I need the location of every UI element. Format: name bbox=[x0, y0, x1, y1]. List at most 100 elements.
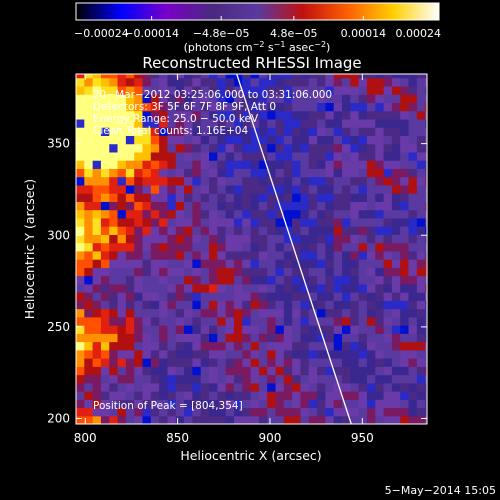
heatmap-cell bbox=[292, 308, 302, 318]
peak-position-label: Position of Peak = [804,354] bbox=[93, 400, 243, 412]
heatmap-cell bbox=[275, 341, 285, 351]
heatmap-cell bbox=[416, 374, 426, 384]
heatmap-cell bbox=[76, 374, 85, 384]
heatmap-cell bbox=[292, 193, 302, 202]
heatmap-cell bbox=[142, 193, 152, 202]
heatmap-cell bbox=[325, 135, 335, 145]
heatmap-cell bbox=[292, 135, 302, 145]
heatmap-cell bbox=[400, 127, 410, 136]
heatmap-cell bbox=[200, 308, 210, 318]
heatmap-cell bbox=[192, 193, 202, 202]
heatmap-cell bbox=[333, 242, 343, 252]
heatmap-cell bbox=[325, 316, 335, 326]
heatmap-cell bbox=[408, 415, 418, 424]
heatmap-cell bbox=[167, 201, 177, 211]
heatmap-cell bbox=[391, 374, 401, 384]
heatmap-cell bbox=[117, 325, 127, 334]
heatmap-cell bbox=[150, 127, 160, 136]
heatmap-cell bbox=[275, 184, 285, 194]
heatmap-cell bbox=[383, 118, 393, 128]
heatmap-cell bbox=[400, 160, 410, 169]
heatmap-cell bbox=[350, 143, 360, 153]
heatmap-cell bbox=[167, 349, 177, 359]
heatmap-cell bbox=[142, 176, 152, 186]
heatmap-cell bbox=[358, 176, 368, 186]
x-tick-label: 800 bbox=[74, 431, 97, 445]
heatmap-cell bbox=[391, 275, 401, 285]
heatmap-cell bbox=[76, 333, 85, 343]
heatmap-cell bbox=[192, 341, 202, 351]
heatmap-cell bbox=[358, 242, 368, 252]
heatmap-cell bbox=[292, 325, 302, 334]
heatmap-cell bbox=[242, 333, 252, 343]
heatmap-cell bbox=[333, 217, 343, 227]
heatmap-cell bbox=[283, 209, 293, 219]
heatmap-cell bbox=[117, 366, 127, 376]
heatmap-cell bbox=[416, 217, 426, 227]
heatmap-cell bbox=[383, 143, 393, 153]
annotation-time: 20−Mar−2012 03:25:06.000 to 03:31:06.000 bbox=[93, 89, 332, 101]
heatmap-cell bbox=[425, 74, 427, 79]
heatmap-cell bbox=[142, 110, 152, 120]
heatmap-cell bbox=[117, 160, 127, 169]
heatmap-cell bbox=[317, 226, 326, 235]
heatmap-cell bbox=[125, 217, 135, 227]
heatmap-cell bbox=[308, 358, 318, 367]
heatmap-cell bbox=[416, 77, 426, 87]
heatmap-cell bbox=[275, 391, 285, 400]
y-tick-label: 200 bbox=[47, 412, 70, 426]
heatmap-cell bbox=[400, 341, 410, 351]
heatmap-cell bbox=[92, 259, 102, 268]
heatmap-cell bbox=[267, 94, 277, 104]
heatmap-cell bbox=[283, 242, 293, 252]
heatmap-cell bbox=[92, 325, 102, 334]
heatmap-cell bbox=[225, 94, 235, 104]
heatmap-cell bbox=[84, 135, 94, 145]
heatmap-cell bbox=[200, 259, 210, 268]
x-axis-ticks: 800 850 900 950 bbox=[74, 74, 374, 445]
heatmap-cell bbox=[275, 217, 285, 227]
heatmap-cell bbox=[100, 242, 110, 252]
heatmap-cell bbox=[375, 110, 385, 120]
heatmap-cell bbox=[192, 151, 202, 161]
heatmap-cell bbox=[100, 391, 110, 400]
heatmap-cell bbox=[167, 127, 177, 136]
heatmap-cell bbox=[125, 382, 135, 392]
heatmap-cell bbox=[342, 300, 351, 310]
heatmap-cell bbox=[92, 94, 102, 104]
heatmap-cell bbox=[350, 127, 360, 136]
heatmap-cell bbox=[308, 242, 318, 252]
heatmap-cell bbox=[200, 399, 210, 409]
heatmap-cell bbox=[167, 358, 177, 367]
heatmap-cell bbox=[408, 250, 418, 260]
heatmap-cell bbox=[400, 242, 410, 252]
heatmap-cell bbox=[308, 300, 318, 310]
heatmap-cell bbox=[100, 77, 110, 87]
heatmap-cell bbox=[134, 333, 144, 343]
heatmap-cell bbox=[250, 283, 260, 293]
heatmap-cell bbox=[283, 201, 293, 211]
heatmap-cell bbox=[275, 308, 285, 318]
heatmap-cell bbox=[308, 143, 318, 153]
heatmap-cell bbox=[175, 184, 185, 194]
heatmap-cell bbox=[200, 283, 210, 293]
heatmap-cell bbox=[250, 77, 260, 87]
heatmap-cell bbox=[225, 259, 235, 268]
heatmap-cell bbox=[192, 160, 202, 169]
heatmap-cell bbox=[258, 250, 268, 260]
heatmap-cell bbox=[92, 217, 102, 227]
heatmap-cell bbox=[76, 308, 85, 318]
heatmap-cell bbox=[308, 102, 318, 112]
colorbar-strip bbox=[75, 2, 440, 21]
heatmap-cell bbox=[159, 407, 169, 417]
heatmap-cell bbox=[184, 201, 193, 211]
heatmap-cell bbox=[76, 151, 85, 161]
heatmap-cell bbox=[225, 127, 235, 136]
heatmap-cell bbox=[350, 259, 360, 268]
heatmap-cell bbox=[350, 341, 360, 351]
heatmap-cell bbox=[283, 366, 293, 376]
heatmap-cell bbox=[84, 267, 94, 277]
heatmap-cell bbox=[267, 118, 277, 128]
heatmap-cell bbox=[125, 292, 135, 301]
heatmap-cell bbox=[76, 217, 85, 227]
